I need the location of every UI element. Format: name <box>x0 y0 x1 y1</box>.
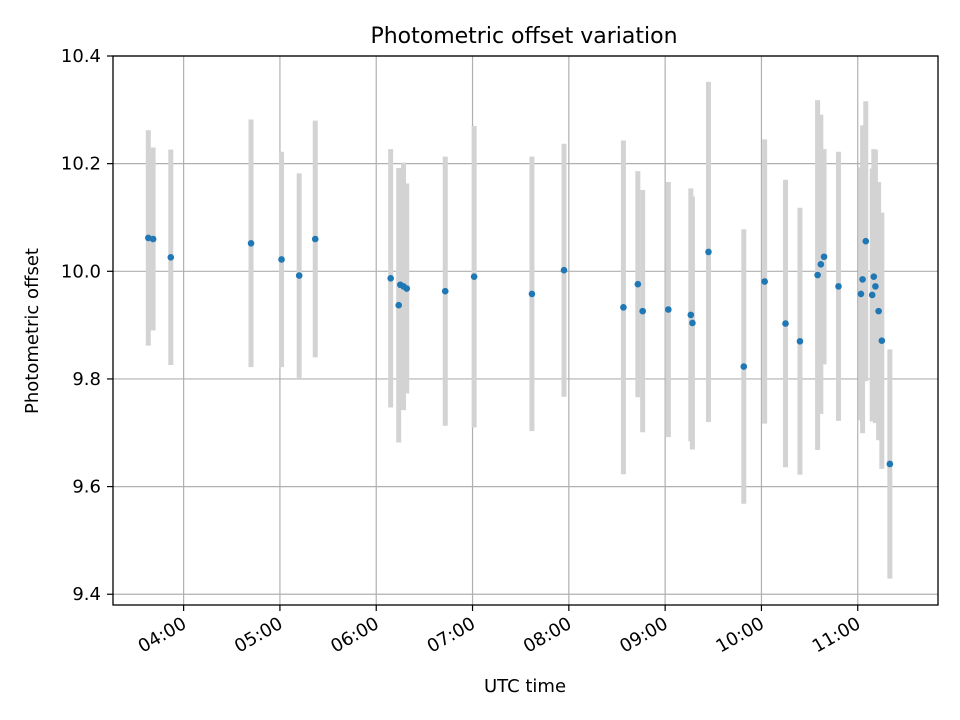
x-axis-label: UTC time <box>484 676 566 697</box>
y-axis-label: Photometric offset <box>22 248 43 414</box>
y-tick-label: 9.8 <box>72 369 101 390</box>
data-point <box>878 337 886 345</box>
data-point <box>870 273 878 280</box>
data-point <box>441 287 449 295</box>
data-point <box>740 363 748 370</box>
data-point <box>705 248 712 256</box>
data-point <box>639 307 646 315</box>
y-tick-label: 9.4 <box>72 584 101 605</box>
data-point <box>862 237 870 245</box>
data-point <box>278 256 285 263</box>
data-point <box>665 306 672 313</box>
data-point <box>875 307 882 315</box>
data-point <box>761 278 768 285</box>
data-point <box>817 260 825 268</box>
data-point <box>403 285 411 292</box>
data-point <box>886 460 894 468</box>
data-point <box>814 271 821 279</box>
y-axis: 9.4 9.6 9.8 10.0 10.2 10.4 <box>61 46 113 605</box>
data-point <box>857 290 865 298</box>
data-point <box>560 266 568 274</box>
data-point <box>687 311 695 319</box>
y-tick-label: 9.6 <box>72 477 101 498</box>
data-point <box>528 290 536 298</box>
chart-title: Photometric offset variation <box>370 24 677 49</box>
plot-frame <box>112 55 939 606</box>
data-point <box>835 283 842 290</box>
y-tick-label: 10.2 <box>61 154 101 175</box>
data-point <box>387 274 394 282</box>
data-point <box>872 283 879 290</box>
y-tick-label: 10.0 <box>61 261 101 282</box>
data-point <box>782 320 789 327</box>
data-point <box>620 304 627 311</box>
data-point <box>149 235 157 243</box>
data-point <box>295 272 303 279</box>
y-tick-label: 10.4 <box>61 46 101 67</box>
data-points <box>145 234 894 468</box>
data-point <box>868 291 876 299</box>
data-point <box>311 235 319 243</box>
data-point <box>796 337 804 345</box>
data-point <box>395 301 403 309</box>
data-point <box>167 253 175 261</box>
data-point <box>634 280 642 288</box>
data-point <box>859 276 866 283</box>
data-point <box>470 273 478 280</box>
data-point <box>820 253 828 261</box>
data-point <box>689 319 696 327</box>
data-point <box>247 240 255 247</box>
